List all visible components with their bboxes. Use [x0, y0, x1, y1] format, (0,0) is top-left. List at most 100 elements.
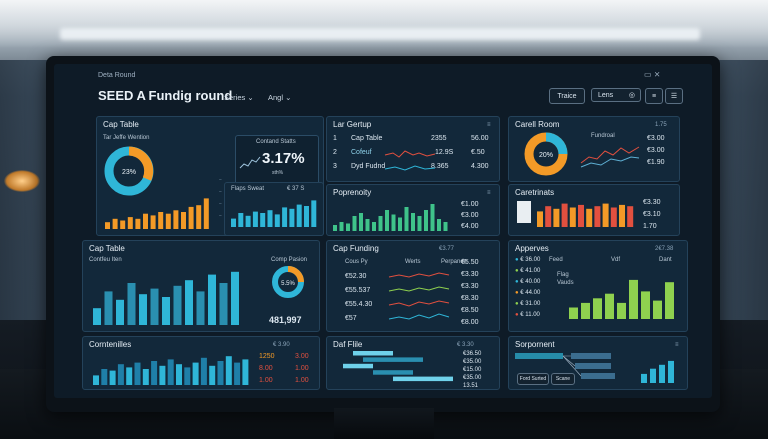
flaps-title: Flaps Sweat: [231, 186, 265, 192]
lens-button[interactable]: Lens ◎: [591, 88, 641, 102]
list-icon[interactable]: ≡: [645, 88, 663, 104]
row-name: Dyd Fudnd: [351, 163, 386, 170]
lens-label: Lens: [598, 91, 614, 99]
gantt-chart: [343, 351, 453, 382]
row-v2: 56.00: [471, 135, 489, 142]
panel-title: Cap Table: [103, 120, 139, 129]
bar: [192, 362, 199, 385]
flow-chart: [515, 353, 615, 379]
panel-carell-room: Carell Room 1.75 20% Fundroal €3.00 €3.0…: [508, 116, 680, 182]
window-controls[interactable]: ▭ ⨯: [644, 70, 661, 79]
stat-value: 3.00: [295, 353, 309, 360]
list-item: ● € 40.00: [515, 279, 541, 285]
panel-title: Poprenoity: [333, 188, 372, 197]
bar: [105, 222, 110, 229]
bar: [150, 215, 156, 229]
gantt-bar: [393, 376, 453, 382]
bar: [93, 308, 101, 325]
stats-unit: sth%: [272, 170, 284, 176]
row-value: €57: [345, 315, 357, 322]
trace-button[interactable]: Traice: [549, 88, 585, 104]
nav-angl[interactable]: Angl ⌄: [268, 93, 292, 102]
stat-value: €36.50: [463, 351, 482, 357]
bar: [200, 357, 207, 385]
scane-button[interactable]: Scane: [551, 373, 575, 385]
row-value: €55.537: [345, 287, 371, 294]
list-item: ● € 11.00: [515, 312, 540, 318]
multi-line-chart: [388, 272, 450, 320]
bar: [424, 210, 428, 231]
list-item: ● € 44.00: [515, 290, 541, 296]
panel-poprenoity: Poprenoity ≡ €1.00 €3.00 €4.00: [326, 184, 500, 236]
bar: [650, 368, 656, 383]
ford-surted-button[interactable]: Ford Surted: [517, 373, 549, 385]
bar: [231, 218, 236, 227]
search-icon: ◎: [628, 92, 635, 99]
teal-bar-chart: [641, 360, 674, 383]
bar: [238, 213, 244, 227]
stat-value: €5.50: [461, 259, 479, 266]
bar: [188, 206, 194, 229]
more-icon[interactable]: ≡: [487, 122, 491, 128]
bar: [594, 206, 601, 227]
bar: [333, 225, 337, 231]
gantt-bar: [363, 357, 423, 362]
bar: [196, 205, 202, 229]
bar: [339, 222, 344, 231]
row-val: 8.365: [431, 163, 449, 170]
bar: [404, 207, 409, 231]
panel-title: Caretrinats: [515, 188, 555, 197]
bar: [142, 369, 149, 385]
panel-title: Corntenilles: [89, 340, 132, 349]
stat-value: 1.70: [643, 223, 657, 230]
bar: [443, 222, 448, 231]
bar: [641, 373, 647, 383]
bar: [151, 361, 158, 385]
bar: [610, 207, 617, 227]
menu-icon[interactable]: ☰: [665, 88, 683, 104]
panel-caretrinats: Caretrinats €3.30 €3.10 1.70: [508, 184, 680, 236]
bar: [173, 210, 179, 229]
stat-value: €8.30: [461, 295, 479, 302]
bar: [242, 359, 249, 385]
bar: [311, 200, 317, 227]
panel-corntenilles: Corntenilles € 3.90 1250 3.00 8.00 1.00 …: [82, 336, 320, 390]
list-item: ● € 36.00: [515, 257, 541, 263]
stat-value: €3.00: [647, 135, 665, 142]
legend-label: Dant: [659, 257, 672, 263]
stat-value: €1.90: [647, 159, 665, 166]
box-label: Flag Vauds: [557, 272, 574, 286]
bar: [411, 213, 415, 231]
bar: [629, 279, 638, 319]
nav-series[interactable]: Series ⌄: [224, 93, 254, 102]
bar: [304, 206, 309, 227]
bar: [104, 291, 113, 325]
header-value: €3.77: [439, 246, 455, 252]
bar: [641, 291, 650, 319]
bar: [117, 364, 124, 385]
legend-label: Feed: [549, 257, 563, 263]
panel-title: Cap Table: [89, 244, 125, 253]
bar: [150, 288, 159, 325]
bar: [352, 216, 357, 231]
panel-flaps: Flaps Sweat € 37 S: [224, 182, 324, 236]
bar: [120, 220, 126, 229]
bar: [135, 218, 141, 229]
row-num: 3: [333, 163, 337, 170]
bar: [231, 271, 239, 325]
page-title: SEED A Fundig round: [98, 88, 233, 103]
stat-value: 1.00: [295, 365, 309, 372]
gantt-bar: [373, 370, 413, 375]
monitor-stand: [334, 408, 434, 439]
orange-donut-chart: 20%: [524, 132, 568, 176]
row-v2: €.50: [471, 149, 485, 156]
bar: [159, 365, 166, 385]
bar: [665, 282, 674, 319]
donut-label: 20%: [539, 152, 553, 159]
bar: [185, 280, 193, 325]
more-icon[interactable]: ≡: [675, 342, 679, 348]
bar: [586, 208, 593, 227]
more-icon[interactable]: ≡: [487, 190, 491, 196]
bar: [274, 214, 280, 227]
gantt-bar: [353, 351, 393, 356]
